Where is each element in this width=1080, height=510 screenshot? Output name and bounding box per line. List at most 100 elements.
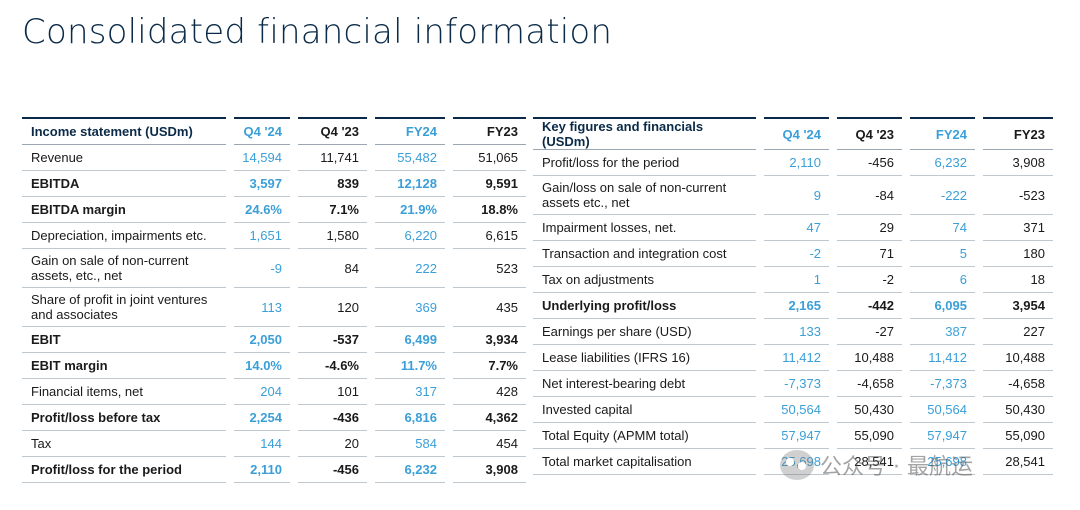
income-cell: 113 — [226, 287, 294, 327]
income-row-label: Financial items, net — [22, 378, 230, 405]
keyfig-cell: 47 — [756, 214, 833, 241]
keyfig-header-2: Q4 '23 — [829, 117, 906, 150]
keyfig-cell: 2,165 — [756, 292, 833, 319]
income-cell: -9 — [226, 248, 294, 288]
wechat-icon — [780, 450, 814, 480]
income-cell: 1,580 — [290, 222, 371, 249]
keyfig-cell: 3,908 — [975, 149, 1053, 176]
income-cell: 6,816 — [367, 404, 449, 431]
keyfig-cell: 6 — [902, 266, 979, 293]
income-cell: 6,499 — [367, 326, 449, 353]
income-row-label: EBIT margin — [22, 352, 230, 379]
keyfig-cell: 71 — [829, 240, 906, 267]
income-cell: 523 — [445, 248, 526, 288]
keyfig-cell: 28,541 — [829, 448, 906, 475]
income-row-label: Depreciation, impairments etc. — [22, 222, 230, 249]
income-cell: 7.1% — [290, 196, 371, 223]
keyfig-cell: 74 — [902, 214, 979, 241]
keyfig-cell: 2,110 — [756, 149, 833, 176]
keyfig-row-label: Total market capitalisation — [533, 448, 760, 475]
keyfig-header-1: Q4 '24 — [756, 117, 833, 150]
keyfig-cell: -7,373 — [756, 370, 833, 397]
keyfig-cell: 10,488 — [975, 344, 1053, 371]
keyfig-row-label: Net interest-bearing debt — [533, 370, 760, 397]
keyfig-cell: 371 — [975, 214, 1053, 241]
key-figures-body: Profit/loss for the period 2,110 -456 6,232… — [533, 149, 1053, 475]
keyfig-cell: 55,090 — [829, 422, 906, 449]
keyfig-cell: 387 — [902, 318, 979, 345]
income-row: EBIT 2,050 -537 6,499 3,934 — [22, 326, 526, 353]
key-figures-table: Key figures and financials (USDm) Q4 '24 Q… — [533, 117, 1053, 475]
keyfig-row: Underlying profit/loss 2,165 -442 6,095 3,95… — [533, 292, 1053, 319]
income-statement-body: Revenue 14,594 11,741 55,482 51,065 EBITDA 3,5… — [22, 144, 526, 483]
keyfig-header-4: FY23 — [975, 117, 1053, 150]
keyfig-cell: 6,095 — [902, 292, 979, 319]
income-header-3: FY24 — [367, 117, 449, 145]
income-cell: 51,065 — [445, 144, 526, 171]
income-row-label: EBITDA — [22, 170, 230, 197]
keyfig-row: Total Equity (APMM total) 57,947 55,090 57,… — [533, 422, 1053, 449]
keyfig-row: Earnings per share (USD) 133 -27 387 227 — [533, 318, 1053, 345]
keyfig-cell: 6,232 — [902, 149, 979, 176]
income-row-label: EBIT — [22, 326, 230, 353]
keyfig-cell: 55,090 — [975, 422, 1053, 449]
keyfig-cell: -523 — [975, 175, 1053, 215]
income-row-label: Share of profit in joint ventures and as… — [22, 287, 230, 327]
income-cell: -456 — [290, 456, 371, 483]
keyfig-cell: 227 — [975, 318, 1053, 345]
income-header-4: FY23 — [445, 117, 526, 145]
income-cell: 120 — [290, 287, 371, 327]
income-cell: 222 — [367, 248, 449, 288]
keyfig-row: Net interest-bearing debt -7,373 -4,658 -7,… — [533, 370, 1053, 397]
income-cell: 2,110 — [226, 456, 294, 483]
keyfig-row-label: Transaction and integration cost — [533, 240, 760, 267]
keyfig-row: Tax on adjustments 1 -2 6 18 — [533, 266, 1053, 293]
income-row: Gain on sale of non-current assets, etc.… — [22, 248, 526, 288]
income-cell: 3,597 — [226, 170, 294, 197]
page-title: Consolidated financial information — [22, 12, 613, 52]
income-cell: 14.0% — [226, 352, 294, 379]
keyfig-cell: 18 — [975, 266, 1053, 293]
keyfig-cell: 11,412 — [756, 344, 833, 371]
income-row: Profit/loss for the period 2,110 -456 6,232… — [22, 456, 526, 483]
keyfig-row-label: Invested capital — [533, 396, 760, 423]
keyfig-row: Impairment losses, net. 47 29 74 371 — [533, 214, 1053, 241]
keyfig-cell: 9 — [756, 175, 833, 215]
income-header-0: Income statement (USDm) — [22, 117, 230, 145]
keyfig-cell: 50,430 — [829, 396, 906, 423]
income-cell: 3,908 — [445, 456, 526, 483]
keyfig-row-label: Tax on adjustments — [533, 266, 760, 293]
keyfig-row-label: Earnings per share (USD) — [533, 318, 760, 345]
income-row-label: Profit/loss before tax — [22, 404, 230, 431]
income-cell: -436 — [290, 404, 371, 431]
income-row-label: Tax — [22, 430, 230, 457]
keyfig-row: Total market capitalisation 25,698 28,541 2… — [533, 448, 1053, 475]
keyfig-row-label: Impairment losses, net. — [533, 214, 760, 241]
keyfig-row-label: Underlying profit/loss — [533, 292, 760, 319]
keyfig-cell: -4,658 — [975, 370, 1053, 397]
keyfig-row-label: Lease liabilities (IFRS 16) — [533, 344, 760, 371]
income-cell: 839 — [290, 170, 371, 197]
watermark-text: 公众号 · 最航运 — [820, 455, 973, 480]
income-cell: 6,615 — [445, 222, 526, 249]
keyfig-row-label: Gain/loss on sale of non-current assets … — [533, 175, 760, 215]
keyfig-cell: 57,947 — [902, 422, 979, 449]
income-cell: 20 — [290, 430, 371, 457]
key-figures-header-row: Key figures and financials (USDm) Q4 '24 Q… — [533, 117, 1053, 150]
income-cell: 7.7% — [445, 352, 526, 379]
income-cell: -537 — [290, 326, 371, 353]
income-cell: 9,591 — [445, 170, 526, 197]
income-cell: -4.6% — [290, 352, 371, 379]
keyfig-row: Lease liabilities (IFRS 16) 11,412 10,488 1… — [533, 344, 1053, 371]
income-cell: 584 — [367, 430, 449, 457]
income-header-1: Q4 '24 — [226, 117, 294, 145]
keyfig-cell: -456 — [829, 149, 906, 176]
keyfig-cell: 1 — [756, 266, 833, 293]
income-cell: 369 — [367, 287, 449, 327]
keyfig-row: Profit/loss for the period 2,110 -456 6,232… — [533, 149, 1053, 176]
income-row: Share of profit in joint ventures and as… — [22, 287, 526, 327]
income-row: EBITDA margin 24.6% 7.1% 21.9% 18.8% — [22, 196, 526, 223]
income-cell: 6,220 — [367, 222, 449, 249]
keyfig-cell: 3,954 — [975, 292, 1053, 319]
keyfig-header-3: FY24 — [902, 117, 979, 150]
